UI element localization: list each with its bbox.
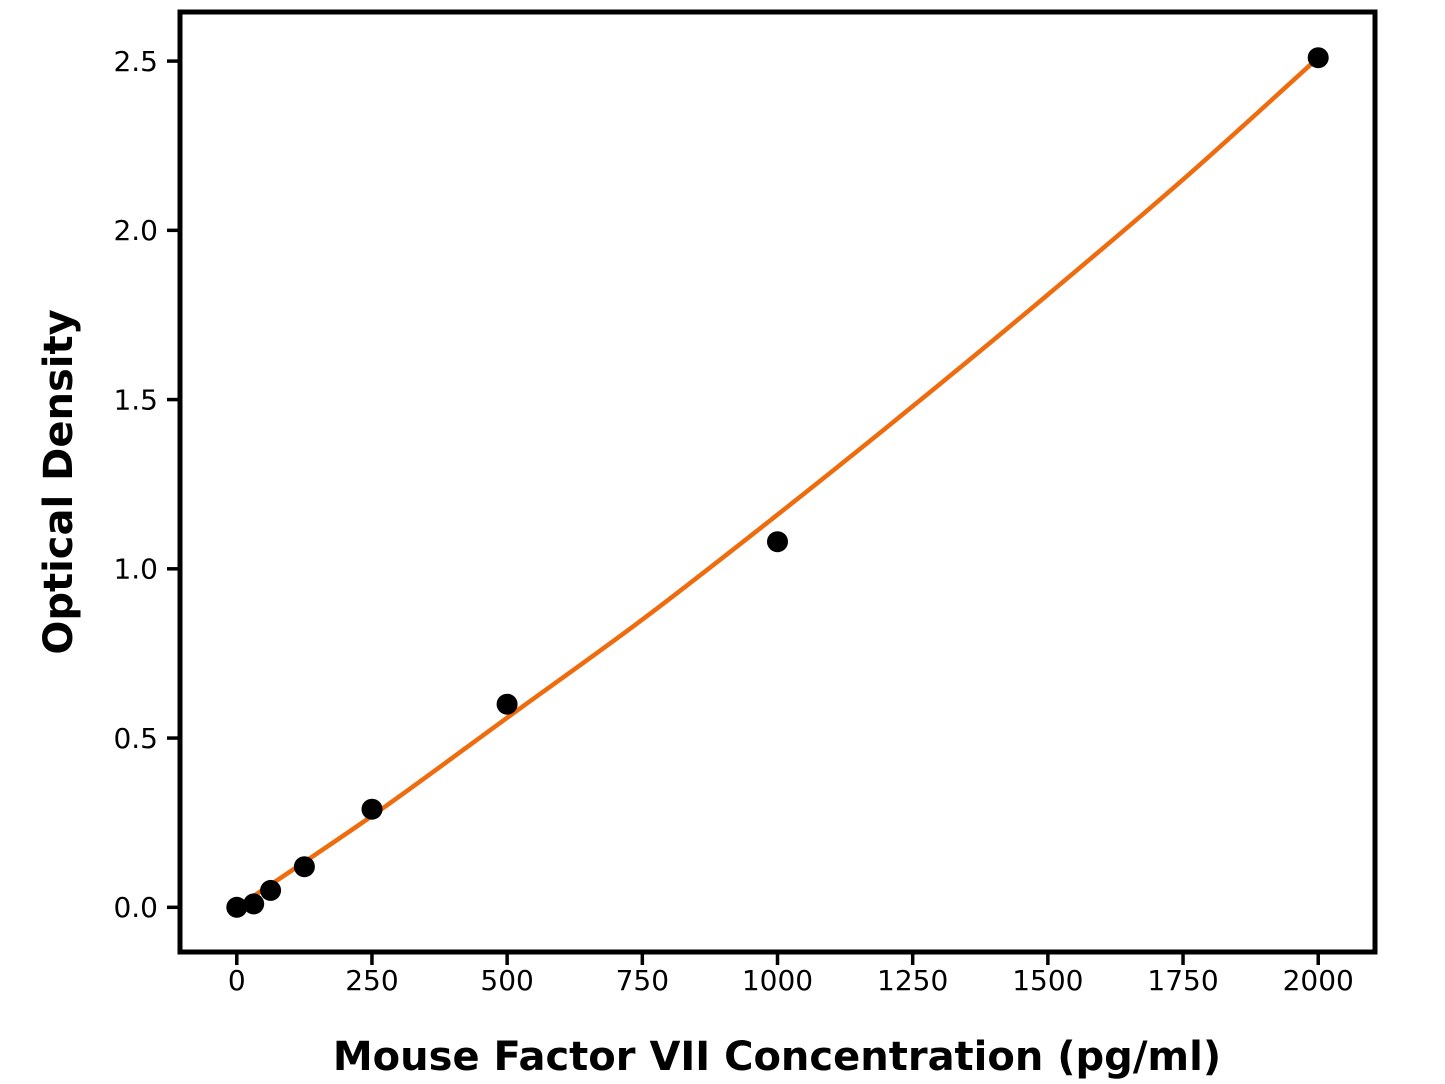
x-axis-label: Mouse Factor VII Concentration (pg/ml) xyxy=(333,1034,1221,1080)
x-axis-tick-label: 500 xyxy=(480,964,533,997)
data-point xyxy=(496,693,518,715)
fitted-curve xyxy=(234,55,1321,910)
data-point xyxy=(293,856,315,878)
x-axis-tick-label: 1500 xyxy=(1012,964,1083,997)
x-axis-tick-label: 0 xyxy=(228,964,246,997)
plot-content: 0 250 500 750 1000 1250 1500 1750 2000 0.0 0.5 1.0 1… xyxy=(113,45,1353,997)
data-point xyxy=(1307,47,1329,69)
data-point xyxy=(243,893,265,915)
y-axis-tick-label: 0.0 xyxy=(113,891,158,924)
x-axis-tick-label: 1000 xyxy=(742,964,813,997)
plot-area-border xyxy=(177,9,1378,955)
x-axis-tick-label: 1250 xyxy=(877,964,948,997)
data-point xyxy=(767,531,788,553)
x-axis-tick-label: 250 xyxy=(345,964,398,997)
x-axis-tick-label: 750 xyxy=(616,964,669,997)
y-axis-tick-label: 2.0 xyxy=(113,214,158,247)
x-axis-tick-label: 2000 xyxy=(1283,964,1354,997)
x-axis-tick-label: 1750 xyxy=(1147,964,1218,997)
y-axis-tick-label: 1.0 xyxy=(113,553,158,586)
data-point xyxy=(226,896,248,918)
data-point xyxy=(361,798,383,820)
y-axis-label: Optical Density xyxy=(36,309,82,654)
y-axis-tick-label: 0.5 xyxy=(113,722,158,755)
y-axis-tick-label: 2.5 xyxy=(113,45,158,78)
y-axis-tick-label: 1.5 xyxy=(113,383,158,416)
data-point xyxy=(260,879,282,901)
